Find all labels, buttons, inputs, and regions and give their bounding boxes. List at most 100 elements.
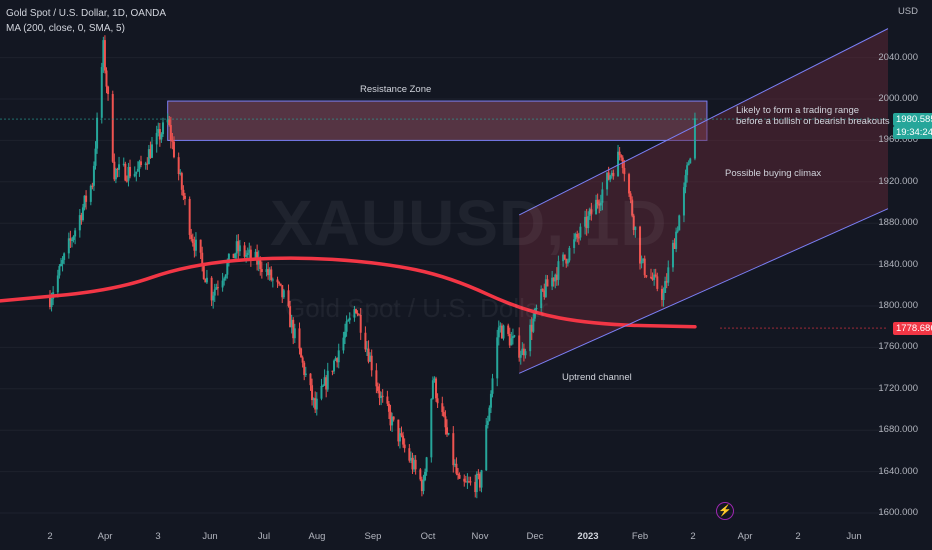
candle-body: [320, 385, 323, 399]
candle-body: [202, 263, 205, 280]
candle-body: [584, 216, 587, 227]
candle-body: [103, 40, 106, 71]
candle-body: [235, 241, 238, 254]
candle-body: [204, 279, 207, 283]
candle-body: [188, 198, 191, 235]
candle-body: [573, 239, 576, 248]
x-tick-label: Oct: [420, 531, 436, 542]
x-tick-label: 3: [155, 531, 161, 542]
candle-body: [177, 157, 180, 174]
candle-body: [322, 385, 325, 387]
candle-body: [420, 479, 423, 492]
indicator-legend[interactable]: MA (200, close, 0, SMA, 5): [6, 23, 125, 34]
candle-body: [136, 168, 139, 172]
candle-body: [453, 463, 456, 466]
candle-body: [380, 395, 383, 398]
candle-body: [607, 172, 610, 180]
candle-body: [298, 328, 301, 349]
candle-body: [446, 427, 449, 435]
candle-body: [675, 231, 678, 249]
candle-body: [425, 457, 428, 472]
annotation-range-line1: Likely to form a trading range: [736, 105, 860, 116]
candle-body: [249, 249, 252, 259]
candle-body: [359, 315, 362, 333]
candle-body: [213, 289, 216, 296]
candle-body: [689, 158, 692, 164]
candle-body: [588, 209, 591, 216]
candle-body: [387, 403, 390, 412]
candle-body: [491, 378, 494, 394]
watermark-name: Gold Spot / U.S. Dollar: [285, 293, 548, 323]
candle-body: [333, 360, 336, 372]
candle-body: [157, 128, 160, 133]
candle-body: [464, 481, 467, 483]
candle-body: [480, 470, 483, 488]
candle-body: [59, 263, 62, 267]
candle-body: [389, 411, 392, 426]
candle-body: [150, 144, 153, 158]
y-tick-label: 1680.000: [878, 424, 918, 436]
overlays: [0, 28, 889, 374]
x-tick-label: Jun: [846, 531, 862, 542]
candle-body: [544, 279, 547, 297]
candle-body: [628, 174, 631, 194]
candle-body: [414, 459, 417, 470]
candle-body: [146, 163, 149, 165]
candle-body: [640, 261, 643, 264]
candle-body: [353, 309, 356, 318]
candle-body: [612, 172, 615, 177]
candle-body: [623, 167, 626, 175]
candle-body: [246, 252, 249, 255]
candle-body: [579, 226, 582, 238]
candle-body: [563, 254, 566, 260]
x-tick-label: 2: [690, 531, 696, 542]
candle-body: [144, 163, 147, 166]
candle-body: [684, 175, 687, 188]
candle-body: [78, 215, 81, 231]
candle-body: [664, 281, 667, 293]
candle-body: [585, 216, 588, 229]
x-tick-label: Apr: [97, 531, 113, 542]
candle-body: [364, 332, 367, 350]
candle-body: [133, 173, 136, 177]
candle-body: [419, 469, 422, 480]
candle-body: [662, 292, 665, 300]
candle-body: [190, 234, 193, 240]
currency-label: USD: [897, 6, 918, 17]
candle-body: [660, 288, 663, 300]
candle-body: [436, 398, 439, 404]
candle-body: [497, 327, 500, 338]
candle-body: [469, 481, 472, 483]
candle-body: [92, 165, 95, 186]
candle-body: [433, 378, 436, 381]
candle-body: [270, 269, 273, 281]
x-tick-label: Jun: [202, 531, 218, 542]
candle-body: [96, 117, 99, 149]
grid: [0, 57, 888, 514]
candle-body: [656, 276, 659, 289]
candle-body: [344, 331, 347, 338]
candle-body: [540, 289, 543, 309]
channel-fill: [519, 28, 888, 374]
candle-body: [223, 278, 226, 281]
candle-body: [599, 202, 602, 206]
lightning-icon[interactable]: ⚡: [716, 502, 734, 520]
candle-body: [598, 203, 601, 206]
candle-body: [102, 40, 105, 68]
candle-body: [552, 277, 555, 282]
candle-body: [590, 209, 593, 215]
candle-body: [375, 370, 378, 387]
candle-body: [609, 175, 612, 180]
candle-body: [667, 267, 670, 283]
candle-body: [477, 473, 480, 475]
candle-body: [543, 290, 546, 297]
y-tick-label: 1840.000: [878, 258, 918, 270]
candle-body: [221, 280, 224, 288]
candle-body: [180, 173, 183, 190]
candle-body: [409, 457, 412, 461]
candle-body: [140, 161, 143, 166]
candle-body: [194, 239, 197, 251]
candle-body: [452, 433, 455, 466]
x-tick-label: Sep: [364, 531, 382, 542]
